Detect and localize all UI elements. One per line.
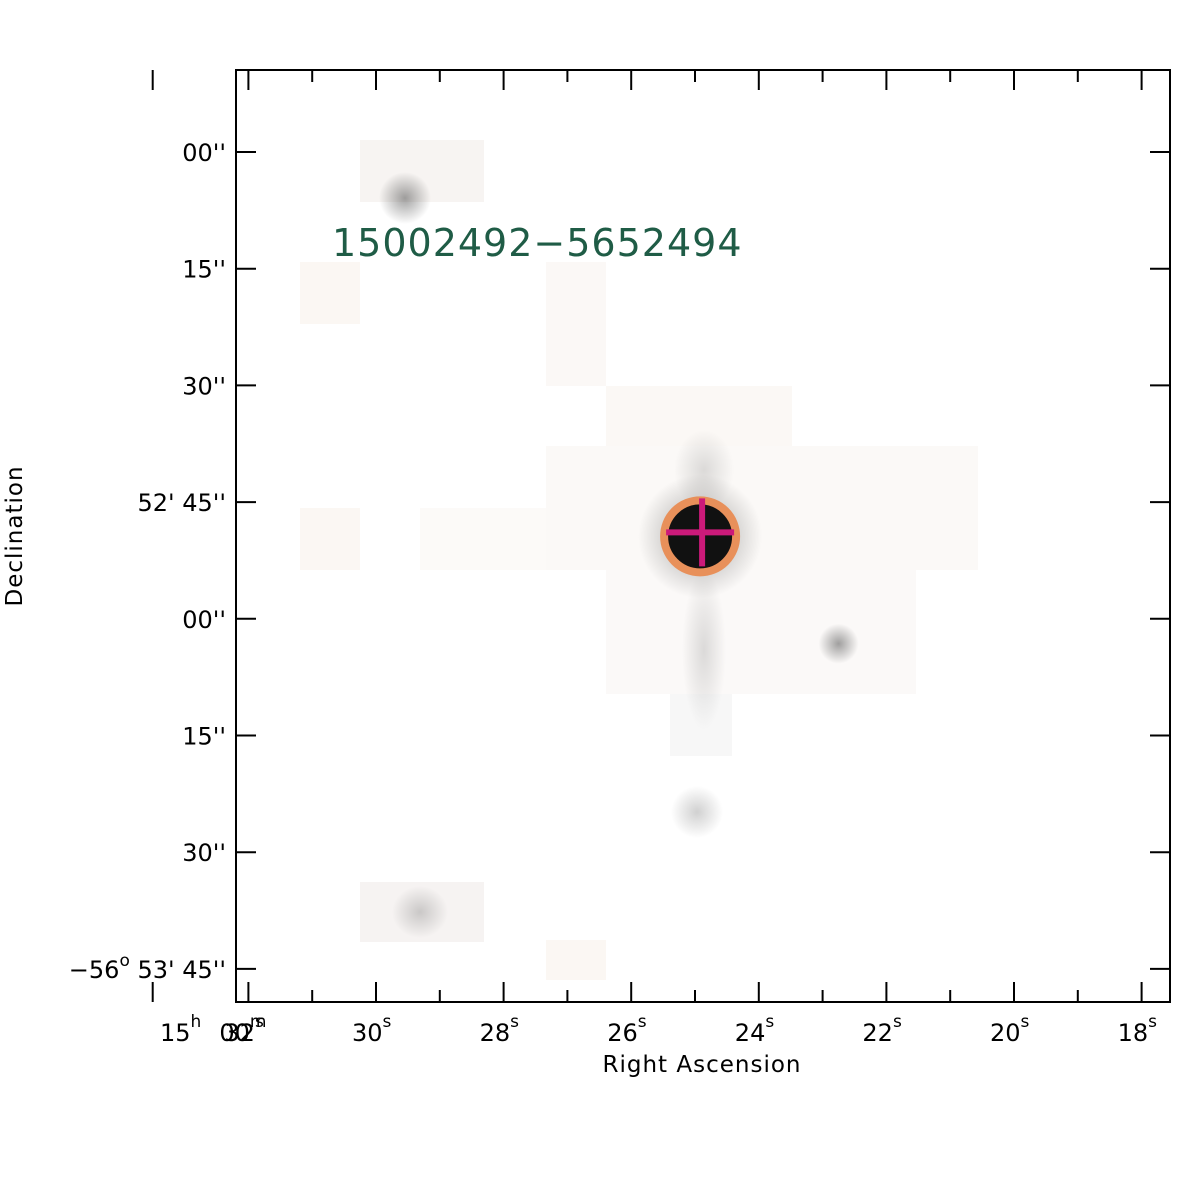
x-tick-label: 22s — [862, 1012, 902, 1047]
y-tick-label: 15'' — [182, 256, 226, 284]
tick-marks — [151, 70, 1170, 1002]
y-tick-label: 30'' — [182, 372, 226, 400]
y-tick-label: 00'' — [182, 606, 226, 634]
sources-layer — [638, 474, 859, 664]
y-tick-labels: 00'' 15'' 30'' 52' 45'' 00'' 15'' 30'' −56o 53'… — [69, 139, 226, 984]
y-tick-label: 52' 45'' — [138, 489, 227, 517]
x-tick-label: 18s — [1118, 1012, 1158, 1047]
source-label: 15002492−5652494 — [332, 221, 743, 265]
y-axis-label: Declination — [2, 465, 28, 606]
y-tick-label: 30'' — [182, 839, 226, 867]
x-axis-label: Right Ascension — [603, 1052, 802, 1078]
x-tick-label: 26s — [607, 1012, 647, 1047]
x-tick-label: 28s — [480, 1012, 520, 1047]
plot-frame — [235, 69, 1171, 1003]
y-tick-label: 00'' — [182, 139, 226, 167]
x-tick-label: 30s — [352, 1012, 392, 1047]
x-tick-label: 24s — [735, 1012, 775, 1047]
secondary-source — [818, 623, 859, 664]
x-tick-label: 15h 00m — [160, 1012, 266, 1047]
y-tick-label: 15'' — [182, 723, 226, 751]
image-background — [236, 70, 1170, 1002]
x-tick-label: 32s — [224, 1012, 264, 1047]
y-tick-label: −56o 53' 45'' — [69, 951, 226, 984]
x-tick-label: 20s — [990, 1012, 1030, 1047]
